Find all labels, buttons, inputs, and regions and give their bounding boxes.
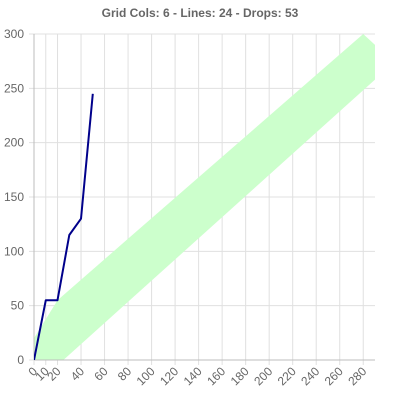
series-line <box>34 93 94 360</box>
y-tick-label: 250 <box>4 81 24 95</box>
y-tick-label: 150 <box>4 190 24 204</box>
y-tick-label: 50 <box>11 299 25 313</box>
x-tick-label: 240 <box>298 364 322 388</box>
y-tick-label: 200 <box>4 136 24 150</box>
x-tick-label: 80 <box>115 364 135 384</box>
x-tick-label: 100 <box>134 364 158 388</box>
band-area <box>34 34 375 360</box>
x-tick-label: 20 <box>44 364 64 384</box>
x-tick-label: 40 <box>68 364 88 384</box>
x-tick-label: 200 <box>251 364 275 388</box>
x-tick-label: 280 <box>345 364 369 388</box>
x-tick-label: 60 <box>91 364 111 384</box>
x-tick-label: 220 <box>275 364 299 388</box>
y-tick-label: 100 <box>4 244 24 258</box>
x-tick-label: 260 <box>322 364 346 388</box>
y-tick-label: 300 <box>4 27 24 41</box>
x-tick-label: 180 <box>228 364 252 388</box>
y-tick-label: 0 <box>17 353 24 367</box>
chart-title: Grid Cols: 6 - Lines: 24 - Drops: 53 <box>101 6 299 20</box>
x-tick-label: 120 <box>157 364 181 388</box>
x-tick-label: 140 <box>181 364 205 388</box>
x-tick-label: 160 <box>204 364 228 388</box>
